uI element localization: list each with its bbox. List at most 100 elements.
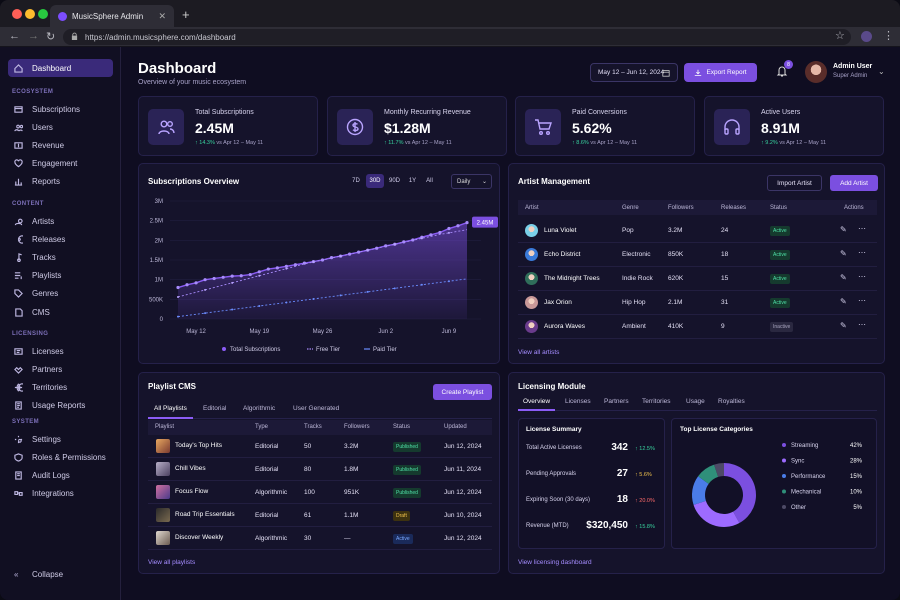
range-90d-button[interactable]: 90D <box>388 178 400 184</box>
back-icon[interactable]: ← <box>9 30 20 42</box>
tab-overview[interactable]: Overview <box>523 398 551 405</box>
tab-editorial[interactable]: Editorial <box>203 405 227 412</box>
donut-slice-mechanical[interactable] <box>698 464 719 484</box>
add-artist-button[interactable]: Add Artist <box>830 175 878 191</box>
data-point[interactable] <box>284 264 288 268</box>
interval-select[interactable]: Daily ⌄ <box>451 174 492 189</box>
more-icon[interactable]: ⋯ <box>858 272 866 281</box>
data-point[interactable] <box>312 297 315 300</box>
sidebar-item-audit-logs[interactable]: Audit Logs <box>8 466 113 484</box>
view-all-artists-link[interactable]: View all artists <box>518 349 560 356</box>
more-icon[interactable]: ⋯ <box>858 224 866 233</box>
data-point[interactable] <box>177 295 179 298</box>
playlist-row[interactable]: Road Trip Essentials Editorial 61 1.1M Draft… <box>148 504 492 527</box>
data-point[interactable] <box>366 249 369 252</box>
edit-icon[interactable]: ✎ <box>840 225 847 234</box>
tab-territories[interactable]: Territories <box>642 398 671 405</box>
tab-royalties[interactable]: Royalties <box>718 398 745 405</box>
playlist-row[interactable]: Today's Top Hits Editorial 50 3.2M Published… <box>148 435 492 458</box>
donut-slice-performance[interactable] <box>692 476 709 505</box>
data-point[interactable] <box>393 243 396 246</box>
maximize-window-button[interactable] <box>38 9 48 19</box>
collapse-button[interactable]: « Collapse <box>8 565 113 583</box>
sidebar-item-cms[interactable]: CMS <box>8 303 113 321</box>
sidebar-item-licenses[interactable]: Licenses <box>8 342 113 360</box>
tab-all-playlists[interactable]: All Playlists <box>154 405 187 412</box>
data-point[interactable] <box>420 237 423 240</box>
range-7d-button[interactable]: 7D <box>352 178 360 184</box>
bookmark-star-icon[interactable]: ☆ <box>835 30 845 42</box>
data-point[interactable] <box>438 230 442 235</box>
data-point[interactable] <box>357 250 361 254</box>
data-point[interactable] <box>429 233 433 237</box>
data-point[interactable] <box>239 274 243 278</box>
data-point[interactable] <box>204 312 207 315</box>
data-point[interactable] <box>447 280 450 283</box>
range-1y-button[interactable]: 1Y <box>408 178 417 184</box>
menu-icon[interactable]: ⋮ <box>883 30 894 42</box>
view-all-playlists-link[interactable]: View all playlists <box>148 559 196 566</box>
browser-tab[interactable]: MusicSphere Admin ✕ <box>50 5 174 27</box>
sidebar-item-revenue[interactable]: Revenue <box>8 136 113 154</box>
sidebar-item-artists[interactable]: Artists <box>8 212 113 230</box>
data-point[interactable] <box>393 287 396 290</box>
edit-icon[interactable]: ✎ <box>840 321 847 330</box>
date-range-picker[interactable]: May 12 – Jun 12, 2024 <box>590 63 678 82</box>
sidebar-item-users[interactable]: Users <box>8 118 113 136</box>
data-point[interactable] <box>293 263 298 267</box>
data-point[interactable] <box>185 283 189 287</box>
sidebar-item-engagement[interactable]: Engagement <box>8 155 113 173</box>
edit-icon[interactable]: ✎ <box>840 249 847 258</box>
data-point[interactable] <box>230 274 234 278</box>
donut-slice-other[interactable] <box>714 463 724 477</box>
data-point[interactable] <box>194 281 198 285</box>
more-icon[interactable]: ⋯ <box>858 248 866 257</box>
data-point[interactable] <box>212 276 216 281</box>
sidebar-item-integrations[interactable]: Integrations <box>8 485 113 503</box>
playlist-row[interactable]: Focus Flow Algorithmic 100 951K Published Jun… <box>148 481 492 504</box>
data-point[interactable] <box>258 274 261 277</box>
data-point[interactable] <box>248 272 252 277</box>
artist-row[interactable]: Echo District Electronic 850K 18 Active ✎ ⋯ <box>518 243 877 267</box>
edit-icon[interactable]: ✎ <box>840 297 847 306</box>
donut-slice-sync[interactable] <box>693 500 740 527</box>
create-playlist-button[interactable]: Create Playlist <box>433 384 492 400</box>
sidebar-item-usage-reports[interactable]: Usage Reports <box>8 397 113 415</box>
reload-icon[interactable]: ↻ <box>46 31 56 43</box>
data-point[interactable] <box>465 221 469 225</box>
sidebar-item-reports[interactable]: Reports <box>8 173 113 191</box>
data-point[interactable] <box>177 315 179 318</box>
data-point[interactable] <box>447 231 450 234</box>
donut-slice-streaming[interactable] <box>724 463 756 524</box>
range-30d-button[interactable]: 30D <box>366 174 384 188</box>
data-point[interactable] <box>231 308 234 311</box>
sidebar-item-dashboard[interactable]: Dashboard <box>8 59 113 77</box>
playlist-row[interactable]: Chill Vibes Editorial 80 1.8M Published Jun 1… <box>148 458 492 481</box>
artist-row[interactable]: Aurora Waves Ambient 410K 9 Inactive ✎ ⋯ <box>518 315 877 339</box>
data-point[interactable] <box>329 256 334 260</box>
data-point[interactable] <box>221 275 225 279</box>
avatar[interactable] <box>805 61 827 83</box>
data-point[interactable] <box>275 266 279 270</box>
data-point[interactable] <box>447 226 451 231</box>
data-point[interactable] <box>456 224 460 228</box>
playlist-row[interactable]: Discover Weekly Algorithmic 30 — Active Jun 1… <box>148 527 492 550</box>
data-point[interactable] <box>366 290 369 293</box>
sidebar-item-partners[interactable]: Partners <box>8 360 113 378</box>
data-point[interactable] <box>231 281 234 284</box>
close-window-button[interactable] <box>12 9 22 19</box>
data-point[interactable] <box>285 267 288 270</box>
forward-icon[interactable]: → <box>28 30 39 42</box>
data-point[interactable] <box>203 278 207 282</box>
data-point[interactable] <box>339 294 342 297</box>
sidebar-item-territories[interactable]: Territories <box>8 378 113 396</box>
data-point[interactable] <box>257 270 261 274</box>
sidebar-item-subscriptions[interactable]: Subscriptions <box>8 100 113 118</box>
data-point[interactable] <box>266 267 270 271</box>
sidebar-item-releases[interactable]: Releases <box>8 230 113 248</box>
tab-usage[interactable]: Usage <box>686 398 705 405</box>
artist-row[interactable]: Luna Violet Pop 3.2M 24 Active ✎ ⋯ <box>518 219 877 243</box>
minimize-window-button[interactable] <box>25 9 35 19</box>
range-all-button[interactable]: All <box>426 178 433 184</box>
more-icon[interactable]: ⋯ <box>858 320 866 329</box>
